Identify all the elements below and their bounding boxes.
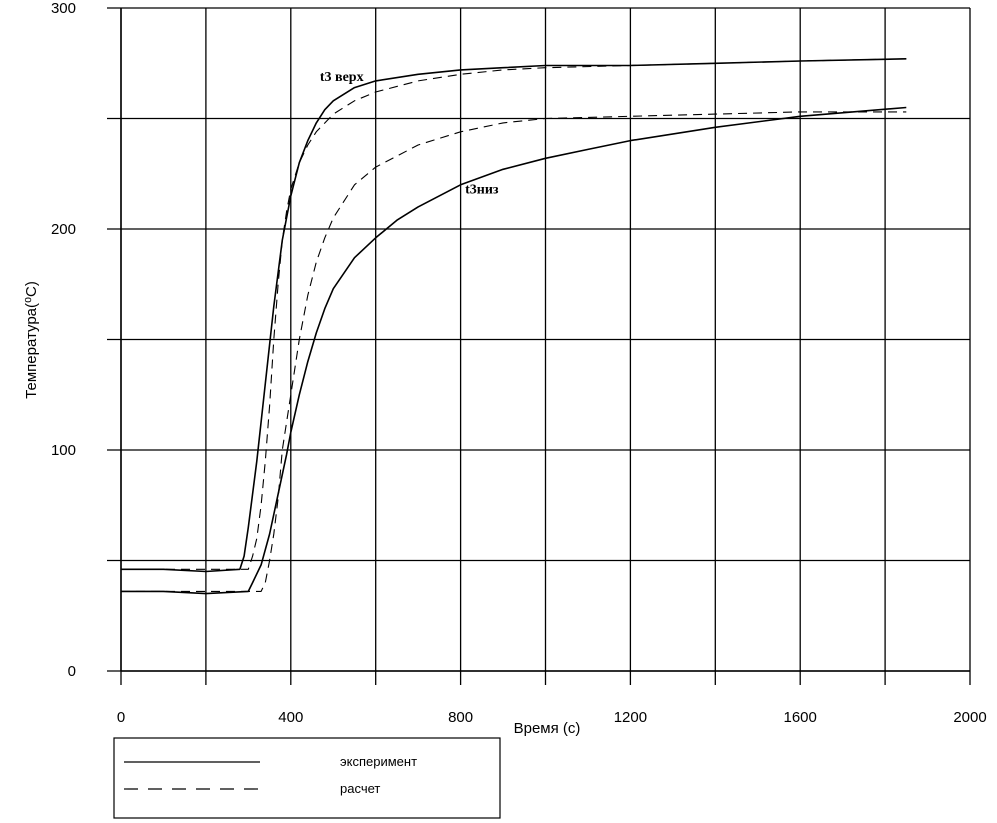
x-tick-label: 0 (117, 709, 125, 726)
y-tick-label: 0 (68, 663, 76, 680)
x-axis-title: Время (с) (514, 720, 581, 737)
y-tick-label: 300 (51, 0, 76, 17)
series-line-dashed-3 (121, 111, 907, 592)
curve-label-1: t3низ (465, 183, 499, 198)
x-tick-label: 1200 (614, 709, 647, 726)
annotation-layer: t3 верх t3низ (320, 70, 499, 198)
series-layer (121, 58, 907, 595)
grid (107, 7, 971, 685)
legend-label-experiment: эксперимент (340, 754, 417, 769)
x-tick-label: 2000 (953, 709, 986, 726)
x-tick-label: 1600 (784, 709, 817, 726)
x-tick-label: 800 (448, 709, 473, 726)
axes: 0 400 800 1200 1600 2000 0 100 200 300 (51, 0, 987, 726)
legend: эксперимент расчет (113, 737, 501, 819)
x-tick-label: 400 (278, 709, 303, 726)
legend-label-calculation: расчет (340, 781, 380, 796)
y-axis-title: Температура(⁰С) (23, 281, 40, 399)
curve-label-0: t3 верх (320, 70, 364, 85)
y-tick-label: 200 (51, 221, 76, 238)
series-line-dashed-1 (121, 58, 907, 570)
series-line-solid-0 (121, 58, 907, 573)
series-line-solid-2 (121, 106, 907, 595)
legend-box (113, 737, 501, 819)
y-tick-label: 100 (51, 442, 76, 459)
